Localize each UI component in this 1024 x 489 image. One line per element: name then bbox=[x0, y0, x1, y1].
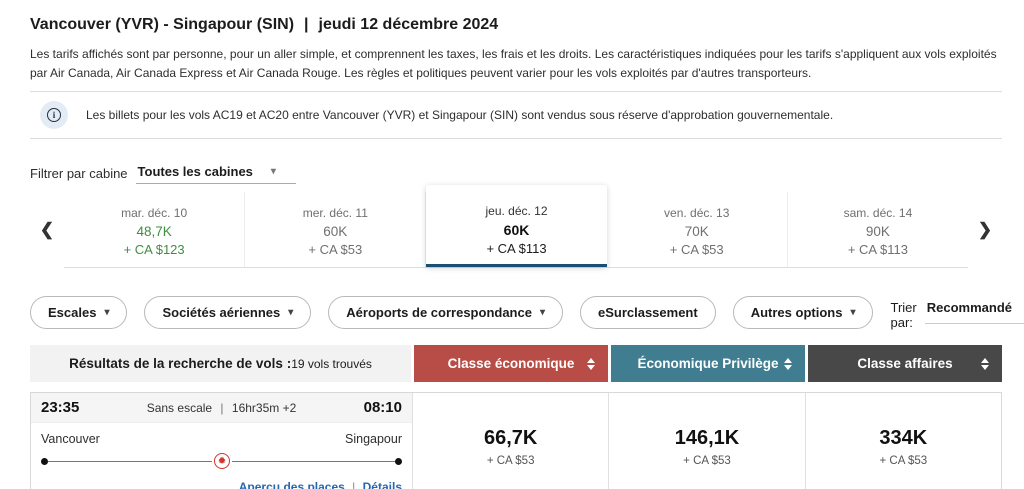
destination-dot bbox=[395, 457, 402, 465]
fare-premium-economy[interactable]: 146,1K + CA $53 bbox=[608, 393, 805, 489]
stops-text: Sans escale bbox=[146, 400, 213, 415]
sort-select[interactable]: Recommandé ▾ bbox=[924, 300, 1024, 325]
page-title: Vancouver (YVR) - Singapour (SIN) | jeudi … bbox=[30, 16, 1002, 34]
date-title: jeudi 12 décembre 2024 bbox=[318, 16, 499, 33]
flight-times-bar: 23:35 Sans escale | 16hr35m +2 08:10 bbox=[31, 393, 412, 424]
sort-label: Trier par: bbox=[890, 300, 917, 331]
title-separator: | bbox=[304, 16, 309, 33]
date-tab-dec-10[interactable]: mar. déc. 10 48,7K + CA $123 bbox=[64, 192, 246, 268]
duration-text: 16hr35m +2 bbox=[231, 400, 297, 415]
sort-icon bbox=[587, 357, 595, 370]
sort-value: Recommandé bbox=[926, 300, 1012, 316]
route-diagram: Vancouver Singapour bbox=[31, 423, 412, 470]
fare-cash: + CA $53 bbox=[879, 455, 928, 468]
filter-other-options-button[interactable]: Autres options ▾ bbox=[732, 296, 874, 330]
sort-icon bbox=[784, 357, 792, 370]
results-summary: Résultats de la recherche de vols : 19 v… bbox=[30, 345, 411, 383]
chevron-down-icon: ▾ bbox=[539, 307, 545, 319]
filter-stops-button[interactable]: Escales ▾ bbox=[30, 296, 128, 330]
destination-city: Singapour bbox=[345, 432, 402, 447]
government-approval-notice: i Les billets pour les vols AC19 et AC20… bbox=[30, 92, 1002, 138]
results-count: 19 vols trouvés bbox=[291, 356, 372, 371]
column-economy-sort[interactable]: Classe économique bbox=[414, 345, 608, 383]
fare-cash: + CA $53 bbox=[683, 455, 731, 468]
carousel-next-button[interactable]: ❯ bbox=[977, 220, 993, 240]
filter-eupgrade-button[interactable]: eSurclassement bbox=[579, 296, 716, 330]
results-header-row: Résultats de la recherche de vols : 19 v… bbox=[30, 345, 1002, 383]
fare-economy[interactable]: 66,7K + CA $53 bbox=[412, 393, 609, 489]
filter-pills-row: Escales ▾ Sociétés aériennes ▾ Aéroports… bbox=[30, 296, 1024, 330]
flight-itinerary: 23:35 Sans escale | 16hr35m +2 08:10 Van… bbox=[31, 393, 412, 489]
divider bbox=[30, 91, 1002, 93]
cabin-filter-row: Filtrer par cabine Toutes les cabines ▾ bbox=[30, 162, 1002, 185]
info-icon: i bbox=[40, 101, 68, 130]
flight-result-row: 23:35 Sans escale | 16hr35m +2 08:10 Van… bbox=[30, 392, 1002, 489]
seat-preview-link[interactable]: Aperçu des places bbox=[238, 480, 345, 489]
fare-disclaimer-text: Les tarifs affichés sont par personne, p… bbox=[30, 47, 997, 80]
route-title: Vancouver (YVR) - Singapour (SIN) bbox=[30, 16, 295, 33]
date-tab-dec-12-selected[interactable]: jeu. déc. 12 60K + CA $113 bbox=[426, 185, 607, 268]
flight-links: Aperçu des places | Détails bbox=[31, 480, 412, 489]
sort-icon bbox=[981, 357, 989, 370]
results-title: Résultats de la recherche de vols : bbox=[69, 356, 292, 372]
fare-cash: + CA $53 bbox=[486, 455, 535, 468]
date-tab-dec-13[interactable]: ven. déc. 13 70K + CA $53 bbox=[607, 192, 788, 268]
divider bbox=[30, 138, 1002, 140]
fare-points: 146,1K bbox=[674, 427, 740, 450]
air-canada-maple-leaf-icon bbox=[213, 453, 230, 470]
chevron-down-icon: ▾ bbox=[850, 307, 856, 319]
chevron-down-icon: ▾ bbox=[288, 307, 294, 319]
fare-points: 334K bbox=[879, 427, 928, 450]
origin-city: Vancouver bbox=[41, 432, 100, 447]
filter-airlines-button[interactable]: Sociétés aériennes ▾ bbox=[144, 296, 312, 330]
chevron-down-icon: ▾ bbox=[270, 166, 276, 178]
date-tab-dec-11[interactable]: mer. déc. 11 60K + CA $53 bbox=[245, 192, 427, 268]
flight-summary: Sans escale | 16hr35m +2 bbox=[146, 400, 297, 415]
origin-dot bbox=[41, 457, 48, 465]
sort-block: Trier par: Recommandé ▾ bbox=[890, 296, 1024, 330]
departure-time: 23:35 bbox=[41, 399, 80, 417]
carousel-prev-button[interactable]: ❮ bbox=[39, 220, 55, 240]
fare-business[interactable]: 334K + CA $53 bbox=[804, 393, 1001, 489]
column-business-sort[interactable]: Classe affaires bbox=[808, 345, 1002, 383]
chevron-down-icon: ▾ bbox=[104, 307, 110, 319]
notice-text: Les billets pour les vols AC19 et AC20 e… bbox=[86, 108, 834, 123]
route-line bbox=[41, 453, 402, 470]
cabin-filter-value: Toutes les cabines bbox=[137, 164, 253, 180]
fare-points: 66,7K bbox=[483, 427, 538, 450]
column-premium-economy-sort[interactable]: Économique Privilège bbox=[611, 345, 805, 383]
cabin-filter-select[interactable]: Toutes les cabines ▾ bbox=[135, 162, 296, 185]
date-carousel: ❮ mar. déc. 10 48,7K + CA $123 mer. déc.… bbox=[30, 185, 1002, 269]
arrival-time: 08:10 bbox=[363, 399, 402, 417]
cabin-filter-label: Filtrer par cabine bbox=[30, 165, 128, 181]
filter-connecting-airports-button[interactable]: Aéroports de correspondance ▾ bbox=[328, 296, 563, 330]
carousel-strip: mar. déc. 10 48,7K + CA $123 mer. déc. 1… bbox=[64, 185, 968, 269]
date-tab-dec-14[interactable]: sam. déc. 14 90K + CA $113 bbox=[843, 206, 913, 258]
details-link[interactable]: Détails bbox=[362, 480, 402, 489]
